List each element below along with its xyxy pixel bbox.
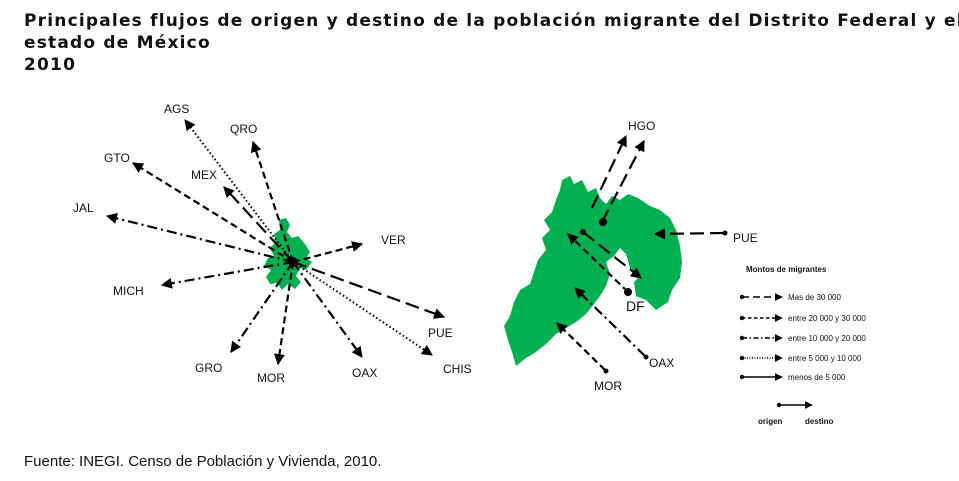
title-line-3: 2010 — [24, 55, 77, 75]
flow-right-df-hgo-1 — [591, 135, 627, 209]
flow-right-df-interior — [567, 233, 629, 293]
title-line-2: estado de México — [24, 33, 211, 53]
label-left-mich: MICH — [113, 284, 144, 298]
title-line-1: Principales flujos de origen y destino d… — [24, 11, 959, 31]
flow-right-df-hgo-2 — [601, 140, 645, 223]
flow-left-oax — [292, 261, 363, 358]
label-left-pue: PUE — [428, 326, 453, 340]
legend-label-3: entre 10 000 y 20 000 — [788, 334, 866, 343]
flow-left-pue — [292, 260, 446, 319]
legend-label-1: Mas de 30 000 — [788, 293, 841, 302]
flow-right-pue — [653, 228, 725, 240]
label-right-pue: PUE — [733, 231, 758, 245]
label-left-chis: CHIS — [443, 362, 472, 376]
label-left-ver: VER — [381, 233, 406, 247]
flow-right-df-mor — [582, 231, 642, 279]
flow-left-gto — [132, 162, 294, 263]
pue-origin-dot — [722, 230, 728, 236]
label-right-oax: OAX — [649, 356, 674, 370]
label-left-jal: JAL — [73, 201, 94, 215]
legend-dest-label: destino — [805, 417, 834, 426]
flow-left-mex — [223, 186, 294, 263]
right-map: HGO PUE DF OAX MOR — [504, 119, 758, 393]
label-right-hgo: HGO — [628, 119, 655, 133]
legend-title: Montos de migrantes — [746, 265, 827, 274]
label-right-mor: MOR — [594, 379, 622, 393]
oax-origin-dot — [643, 354, 649, 360]
flow-right-mor — [556, 322, 606, 371]
mor-origin-dot — [603, 368, 609, 374]
flow-left-mor — [273, 261, 295, 366]
legend-label-5: menos de 5 000 — [788, 373, 846, 382]
legend-origin-label: origen — [758, 417, 783, 426]
label-left-qro: QRO — [230, 122, 257, 136]
flow-left-ags — [184, 119, 294, 263]
label-left-mex: MEX — [191, 168, 217, 182]
flow-left-ver — [292, 241, 364, 264]
label-left-mor: MOR — [257, 371, 285, 385]
label-left-gto: GTO — [104, 151, 130, 165]
flow-left-mich — [160, 260, 294, 289]
df-origin-dot-1 — [599, 218, 607, 226]
df-origin-dot-2 — [580, 229, 586, 235]
migration-flow-maps: AGS QRO GTO MEX JAL VER MICH PUE GRO MOR… — [73, 102, 866, 426]
label-left-oax: OAX — [352, 366, 377, 380]
flow-left-gro — [230, 261, 294, 353]
label-left-ags: AGS — [164, 102, 189, 116]
legend: Montos de migrantes Mas de 30 000 entre … — [739, 265, 866, 426]
flow-left-qro — [250, 140, 295, 263]
label-right-df: DF — [626, 298, 645, 314]
source-note: Fuente: INEGI. Censo de Población y Vivi… — [24, 453, 382, 470]
flow-left-chis — [292, 261, 433, 356]
flow-left-jal — [105, 213, 294, 264]
page-title: Principales flujos de origen y destino d… — [24, 10, 959, 76]
distrito-federal-shape — [504, 176, 682, 366]
left-map: AGS QRO GTO MEX JAL VER MICH PUE GRO MOR… — [73, 102, 472, 385]
df-center-dot — [624, 288, 632, 296]
label-left-gro: GRO — [195, 361, 222, 375]
legend-label-2: entre 20 000 y 30 000 — [788, 314, 866, 323]
flow-right-oax — [574, 287, 646, 357]
legend-label-4: entre 5 000 y 10 000 — [788, 354, 862, 363]
